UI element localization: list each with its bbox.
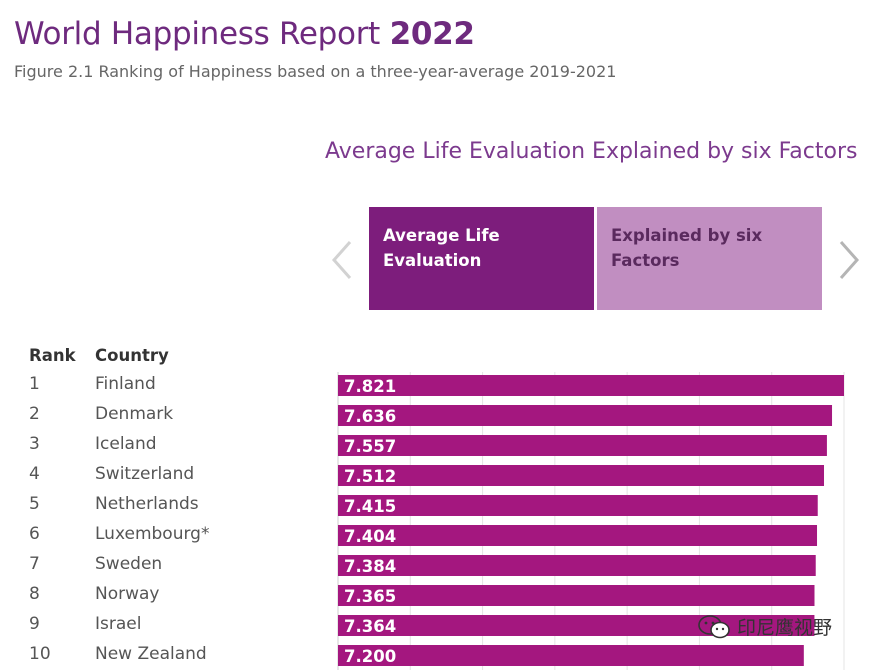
wechat-icon bbox=[698, 614, 730, 638]
bar-value-label: 7.512 bbox=[344, 467, 396, 486]
bar[interactable] bbox=[338, 375, 844, 396]
rank-cell: 2 bbox=[29, 404, 40, 424]
country-cell: Norway bbox=[95, 584, 160, 604]
page-title: World Happiness Report 2022 bbox=[14, 16, 475, 52]
country-cell: Sweden bbox=[95, 554, 163, 574]
rank-cell: 1 bbox=[29, 374, 40, 394]
bar[interactable] bbox=[338, 555, 816, 576]
country-cell: New Zealand bbox=[95, 644, 207, 664]
rank-cell: 9 bbox=[29, 614, 40, 634]
rank-column-header: Rank bbox=[29, 346, 76, 365]
country-cell: Finland bbox=[95, 374, 156, 394]
bar[interactable] bbox=[338, 585, 815, 606]
country-cell: Israel bbox=[95, 614, 142, 634]
rank-cell: 10 bbox=[29, 644, 51, 664]
bar[interactable] bbox=[338, 615, 815, 636]
bar-value-label: 7.200 bbox=[344, 647, 396, 666]
tab-explained-by-six-factors[interactable]: Explained by six Factors bbox=[597, 207, 822, 310]
bar[interactable] bbox=[338, 405, 833, 426]
bar[interactable] bbox=[338, 645, 804, 666]
watermark-text: 印尼鹰视野 bbox=[737, 617, 833, 639]
rank-cell: 5 bbox=[29, 494, 40, 514]
country-cell: Netherlands bbox=[95, 494, 199, 514]
bar-value-label: 7.364 bbox=[344, 617, 396, 636]
title-year: 2022 bbox=[389, 16, 475, 52]
bar-value-label: 7.384 bbox=[344, 557, 396, 576]
bar[interactable] bbox=[338, 435, 827, 456]
bar-value-label: 7.404 bbox=[344, 527, 396, 546]
section-title: Average Life Evaluation Explained by six… bbox=[325, 139, 858, 164]
bar[interactable] bbox=[338, 465, 825, 486]
figure-subtitle: Figure 2.1 Ranking of Happiness based on… bbox=[14, 62, 617, 81]
rank-cell: 3 bbox=[29, 434, 40, 454]
country-cell: Denmark bbox=[95, 404, 174, 424]
rank-cell: 4 bbox=[29, 464, 40, 484]
rank-cell: 7 bbox=[29, 554, 40, 574]
bar[interactable] bbox=[338, 525, 818, 546]
bar-value-label: 7.821 bbox=[344, 377, 396, 396]
bar-value-label: 7.636 bbox=[344, 407, 396, 426]
chevron-right-icon bbox=[839, 241, 860, 279]
country-cell: Luxembourg* bbox=[95, 524, 210, 544]
next-arrow-button[interactable] bbox=[829, 238, 869, 282]
prev-arrow-button[interactable] bbox=[322, 238, 362, 282]
chevron-left-icon bbox=[331, 241, 352, 279]
bar[interactable] bbox=[338, 495, 818, 516]
tab-average-life-evaluation[interactable]: Average Life Evaluation bbox=[369, 207, 594, 310]
rank-cell: 6 bbox=[29, 524, 40, 544]
title-main: World Happiness Report bbox=[14, 16, 390, 52]
bar-value-label: 7.415 bbox=[344, 497, 396, 516]
country-cell: Switzerland bbox=[95, 464, 195, 484]
bar-value-label: 7.557 bbox=[344, 437, 396, 456]
country-cell: Iceland bbox=[95, 434, 157, 454]
bar-value-label: 7.365 bbox=[344, 587, 396, 606]
country-column-header: Country bbox=[95, 346, 169, 365]
rank-cell: 8 bbox=[29, 584, 40, 604]
watermark: 印尼鹰视野 bbox=[697, 613, 832, 640]
